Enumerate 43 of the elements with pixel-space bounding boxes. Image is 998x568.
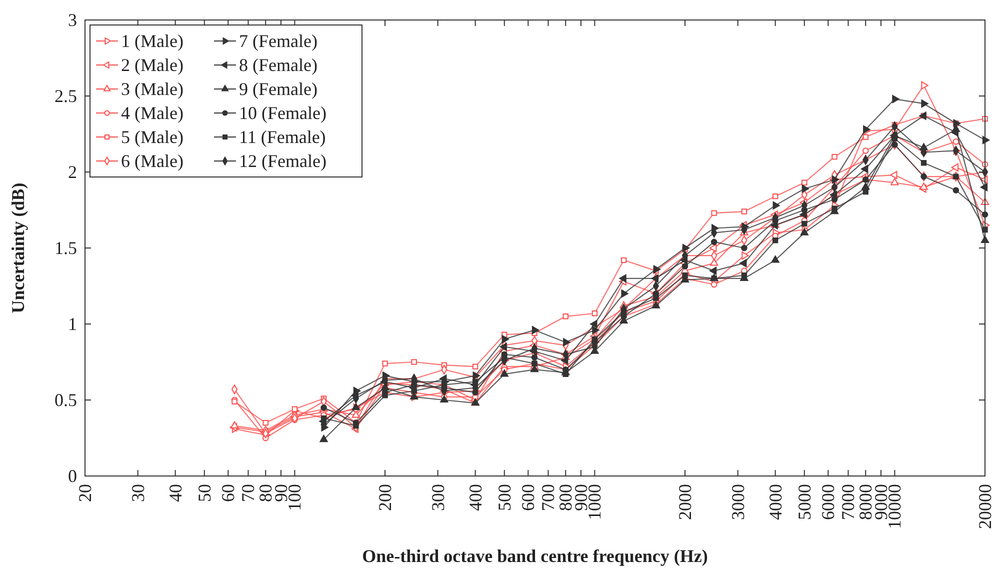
x-tick-label: 800 xyxy=(556,484,576,511)
legend-label: 3 (Male) xyxy=(121,79,184,99)
legend-label: 6 (Male) xyxy=(121,151,184,171)
x-tick-label: 7000 xyxy=(838,484,858,520)
y-tick-label: 0 xyxy=(68,466,77,486)
y-tick-label: 2.5 xyxy=(54,86,77,106)
x-tick-label: 80 xyxy=(256,484,276,502)
x-tick-label: 3000 xyxy=(728,484,748,520)
legend-label: 8 (Female) xyxy=(239,55,318,75)
x-tick-label: 4000 xyxy=(765,484,786,520)
x-tick-label: 700 xyxy=(538,484,558,511)
x-tick-label: 600 xyxy=(518,484,538,511)
x-tick-label: 2000 xyxy=(675,484,695,520)
legend-label: 9 (Female) xyxy=(239,79,318,99)
y-tick-label: 3 xyxy=(68,10,77,30)
x-tick-label: 20 xyxy=(75,484,95,502)
x-tick-label: 400 xyxy=(465,484,486,511)
legend-label: 5 (Male) xyxy=(121,127,184,147)
x-tick-label: 300 xyxy=(428,484,448,511)
x-tick-label: 60 xyxy=(218,484,238,502)
y-tick-label: 2 xyxy=(68,162,77,182)
legend-label: 10 (Female) xyxy=(239,103,326,123)
x-tick-label: 6000 xyxy=(818,484,838,520)
x-tick-label: 70 xyxy=(238,484,258,502)
x-axis-title: One-third octave band centre frequency (Hz) xyxy=(362,546,708,566)
legend-label: 4 (Male) xyxy=(121,103,184,123)
x-tick-label: 40 xyxy=(165,484,186,502)
x-tick-label: 8000 xyxy=(856,484,876,520)
legend-label: 11 (Female) xyxy=(239,127,326,147)
x-tick-label: 30 xyxy=(128,484,148,502)
legend-label: 12 (Female) xyxy=(239,151,326,171)
x-tick-label: 20000 xyxy=(975,484,995,529)
legend-label: 7 (Female) xyxy=(239,31,318,51)
x-tick-label: 200 xyxy=(375,484,395,511)
y-tick-label: 0.5 xyxy=(54,390,77,410)
legend-label: 2 (Male) xyxy=(121,55,184,75)
y-axis-title: Uncertainty (dB) xyxy=(8,182,28,314)
x-tick-label: 5000 xyxy=(794,484,814,520)
y-tick-label: 1.5 xyxy=(54,238,77,258)
x-tick-label: 500 xyxy=(494,484,514,511)
legend-label: 1 (Male) xyxy=(121,31,184,51)
y-tick-label: 1 xyxy=(68,314,77,334)
x-tick-label: 50 xyxy=(194,484,214,502)
